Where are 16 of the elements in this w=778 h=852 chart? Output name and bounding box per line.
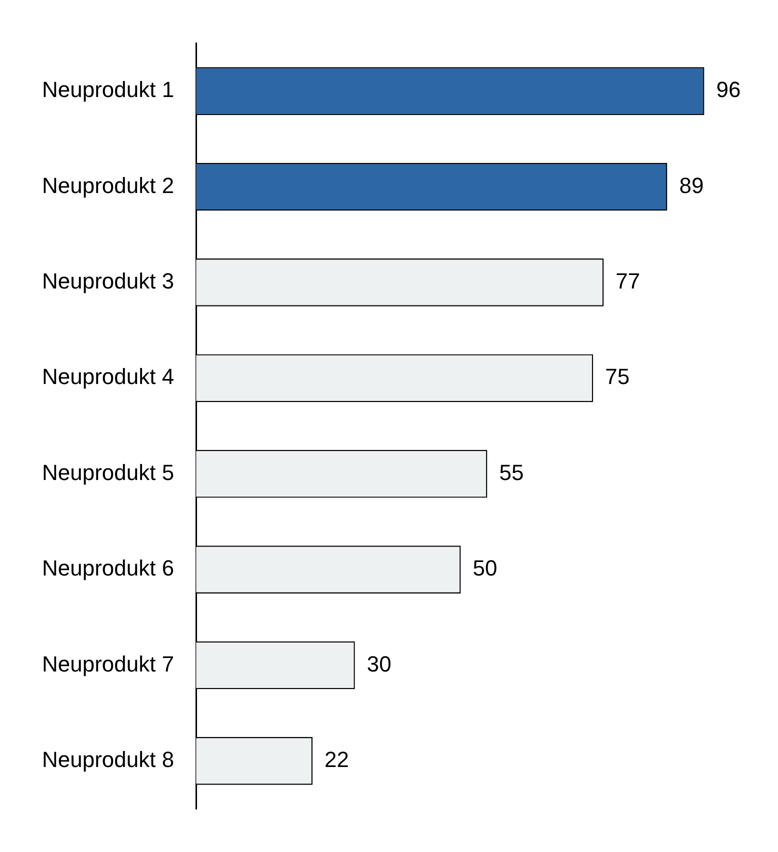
y-tick-label: Neuprodukt 4	[42, 364, 174, 390]
y-tick-label: Neuprodukt 6	[42, 556, 174, 581]
data-label: 96	[716, 77, 741, 102]
y-tick-label: Neuprodukt 2	[42, 172, 174, 198]
data-label: 75	[605, 364, 630, 390]
data-label: 55	[499, 460, 524, 485]
data-label: 77	[616, 268, 640, 294]
y-tick-label: Neuprodukt 5	[42, 460, 174, 485]
data-label: 30	[366, 651, 392, 676]
y-tick-label: Neuprodukt 8	[42, 747, 174, 772]
data-label: 22	[324, 747, 350, 772]
y-tick-label: Neuprodukt 7	[42, 651, 174, 676]
y-tick-label: Neuprodukt 1	[42, 77, 174, 102]
data-label: 89	[679, 172, 704, 198]
y-tick-label: Neuprodukt 3	[42, 268, 174, 294]
data-label: 50	[472, 556, 498, 581]
